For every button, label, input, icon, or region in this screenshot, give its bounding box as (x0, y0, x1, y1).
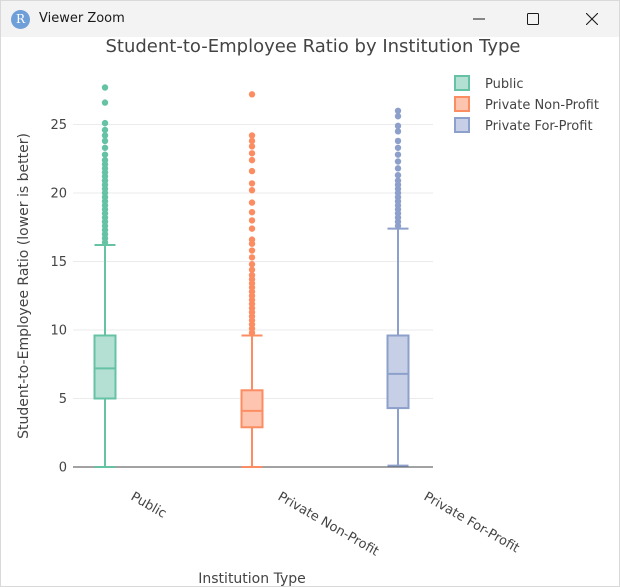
outlier-point (101, 119, 109, 127)
outlier-point (248, 208, 256, 216)
outlier-point (101, 99, 109, 106)
outlier-point (101, 137, 109, 145)
outlier-point (101, 132, 109, 139)
box-group (386, 107, 410, 467)
x-tick-label: Private For-Profit (421, 489, 522, 556)
outlier-point (248, 180, 256, 187)
chart-title: Student-to-Employee Ratio by Institution… (105, 37, 520, 57)
outlier-point (248, 217, 256, 224)
outlier-point (248, 236, 256, 243)
minimize-button[interactable] (456, 1, 502, 37)
close-button[interactable] (569, 1, 615, 37)
outlier-point (101, 126, 109, 134)
maximize-icon (527, 13, 539, 25)
outlier-point (248, 167, 256, 175)
outlier-point (101, 156, 109, 164)
legend-label: Private Non-Profit (485, 98, 599, 113)
legend-swatch (454, 117, 470, 133)
outlier-point (394, 107, 402, 115)
outlier-point (394, 177, 402, 184)
outlier-point (394, 144, 402, 151)
outlier-point (248, 132, 256, 139)
outlier-point (248, 254, 256, 261)
y-axis-label: Student-to-Employee Ratio (lower is bett… (16, 133, 32, 439)
outlier-point (248, 187, 256, 194)
box-iqr (386, 334, 410, 410)
y-tick-label: 25 (50, 118, 67, 133)
outlier-point (248, 272, 256, 279)
box-iqr (240, 389, 264, 429)
y-tick-label: 15 (50, 255, 67, 270)
outlier-point (394, 165, 402, 172)
x-tick-label: Public (128, 489, 169, 521)
outlier-point (394, 122, 402, 130)
outlier-point (248, 156, 256, 164)
outlier-point (248, 150, 256, 157)
window-title: Viewer Zoom (39, 11, 125, 26)
y-tick-label: 20 (50, 187, 67, 202)
legend-swatch (454, 75, 470, 91)
legend-label: Private For-Profit (485, 119, 593, 134)
minimize-icon (473, 18, 485, 20)
legend-swatch (454, 96, 470, 112)
outlier-point (394, 128, 402, 135)
box-iqr (93, 334, 117, 400)
x-axis-label: Institution Type (198, 571, 305, 586)
outlier-point (101, 84, 109, 91)
outlier-point (248, 199, 256, 206)
outlier-point (248, 137, 256, 145)
y-tick-label: 5 (59, 392, 67, 407)
box-group (93, 84, 117, 468)
outlier-point (248, 143, 256, 150)
outlier-point (394, 151, 402, 158)
maximize-button[interactable] (510, 1, 556, 37)
outlier-point (248, 91, 256, 98)
outlier-point (394, 113, 402, 120)
outlier-point (101, 151, 109, 158)
close-icon (586, 13, 598, 25)
outlier-point (394, 171, 402, 179)
outlier-point (394, 137, 402, 145)
outlier-point (248, 261, 256, 268)
outlier-point (248, 266, 256, 273)
x-tick-label: Private Non-Profit (275, 489, 381, 559)
box-plot-chart: Student-to-Employee Ratio by Institution… (16, 37, 599, 586)
y-tick-label: 10 (50, 324, 67, 339)
legend-label: Public (485, 77, 523, 92)
box-group (240, 91, 264, 468)
outlier-point (248, 225, 256, 232)
outlier-point (101, 144, 109, 151)
outlier-point (248, 247, 256, 254)
title-bar: R Viewer Zoom (1, 1, 619, 37)
outlier-point (394, 158, 402, 165)
r-app-icon: R (11, 10, 30, 29)
y-tick-label: 0 (59, 461, 67, 476)
